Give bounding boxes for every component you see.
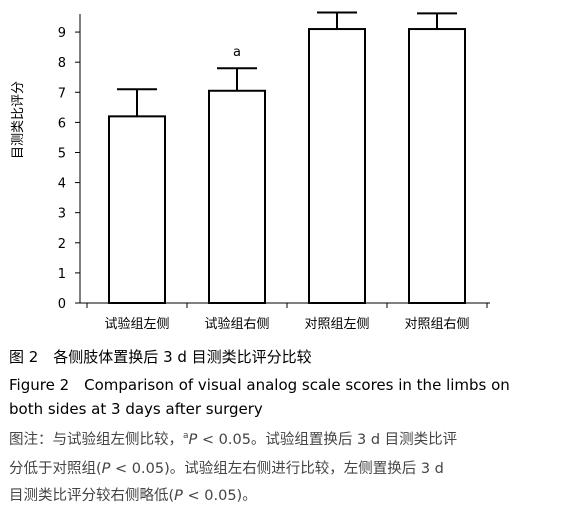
caption-english: both sides at 3 days after surgery bbox=[9, 400, 263, 418]
y-tick-label: 9 bbox=[58, 26, 66, 41]
caption-note: 分低于对照组(P < 0.05)。试验组左右侧进行比较，左侧置换后 3 d bbox=[9, 457, 444, 478]
note-text: < 0.05)。 bbox=[182, 488, 257, 504]
note-text: 目测类比评分较右侧略低( bbox=[9, 488, 175, 504]
x-tick-label: 对照组右侧 bbox=[404, 317, 469, 332]
x-tick-label: 对照组左侧 bbox=[304, 317, 369, 332]
note-text: < 0.05。试验组置换后 3 d 目测类比评 bbox=[197, 432, 458, 448]
note-italic: P bbox=[188, 432, 198, 448]
caption-title: 图 2 各侧肢体置换后 3 d 目测类比评分比较 bbox=[9, 348, 312, 366]
note-text: < 0.05)。试验组左右侧进行比较，左侧置换后 3 d bbox=[110, 461, 444, 477]
note-text: 分低于对照组( bbox=[9, 461, 102, 477]
chart: 目测类比评分 0 1 2 3 4 5 6 7 8 9 试验组左侧 试验组右侧 a 对照组左侧 对照组右侧 bbox=[11, 11, 490, 332]
y-tick-label: 5 bbox=[58, 146, 66, 161]
annotation: a bbox=[233, 45, 241, 60]
y-tick-label: 0 bbox=[58, 297, 66, 312]
caption-english: Figure 2 Comparison of visual analog sca… bbox=[9, 376, 510, 394]
note-italic: P bbox=[174, 488, 183, 504]
note-italic: P bbox=[101, 461, 111, 477]
bar bbox=[408, 28, 466, 304]
y-tick-label: 2 bbox=[58, 237, 66, 252]
y-tick-label: 8 bbox=[58, 56, 66, 71]
x-tick-label: 试验组右侧 bbox=[204, 316, 269, 332]
bar bbox=[108, 115, 166, 304]
caption-note: 目测类比评分较右侧略低(P < 0.05)。 bbox=[9, 484, 257, 505]
x-tick-label: 试验组左侧 bbox=[104, 316, 169, 332]
note-sup: a bbox=[183, 431, 189, 442]
bar bbox=[208, 89, 266, 304]
note-text: 图注：与试验组左侧比较， bbox=[9, 432, 183, 448]
y-tick-label: 4 bbox=[58, 177, 66, 192]
y-axis-label: 目测类比评分 bbox=[11, 81, 26, 159]
bar bbox=[308, 28, 366, 304]
y-tick-label: 1 bbox=[58, 267, 66, 282]
y-tick-label: 6 bbox=[58, 116, 66, 131]
caption-note: 图注：与试验组左侧比较，aP < 0.05。试验组置换后 3 d 目测类比评 bbox=[9, 428, 457, 449]
y-tick-label: 7 bbox=[58, 86, 66, 101]
y-tick-label: 3 bbox=[58, 207, 66, 222]
